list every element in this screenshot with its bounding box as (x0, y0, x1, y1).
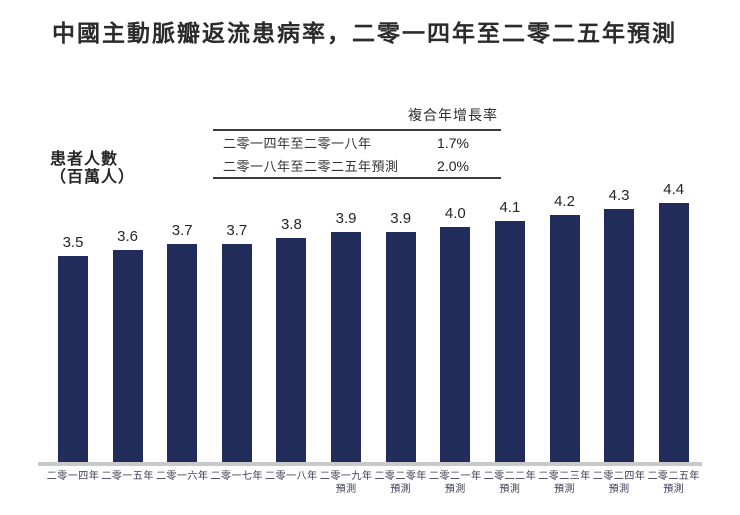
y-axis-label-line1: 患者人數 (50, 151, 119, 168)
cagr-period-label: 二零一四年至二零一八年 (223, 136, 372, 151)
cagr-period-label: 二零一八年至二零二五年預測 (223, 159, 399, 174)
x-axis-label: 二零二三年 預測 (538, 471, 591, 495)
bar (276, 238, 307, 462)
x-axis-label: 二零一四年 (46, 471, 100, 482)
bar-value-label: 4.3 (608, 187, 630, 204)
x-axis-label: 二零二零年 預測 (374, 471, 427, 495)
bar (221, 244, 252, 462)
x-axis-label: 二零一五年 (101, 471, 154, 482)
y-axis-label-line2: （百萬人） (50, 169, 136, 186)
bar-value-label: 3.9 (335, 210, 357, 227)
bar-value-label: 4.0 (444, 205, 466, 222)
x-axis-label: 二零二五年 預測 (647, 471, 700, 495)
x-axis-label: 二零一七年 (210, 471, 264, 482)
bar-value-label: 3.6 (117, 228, 139, 245)
cagr-table-body: 二零一四年至二零一八年 1.7% 二零一八年至二零二五年預測 2.0% (213, 129, 501, 179)
x-axis-label: 二零一六年 (155, 471, 209, 482)
bar (549, 215, 580, 462)
bar (494, 221, 525, 462)
cagr-row-2014-2018: 二零一四年至二零一八年 1.7% (213, 131, 501, 154)
bar-value-label: 4.1 (499, 199, 521, 216)
x-axis-line (38, 462, 702, 466)
x-axis-label: 二零二四年 預測 (592, 471, 646, 495)
bar (112, 250, 143, 462)
cagr-value: 1.7% (437, 134, 469, 151)
x-axis-label: 二零一八年 (265, 471, 318, 482)
y-axis-label: 患者人數 （百萬人） (50, 151, 135, 187)
bar-value-label: 4.2 (554, 193, 575, 210)
x-axis-label: 二零一九年 預測 (319, 471, 373, 495)
cagr-value: 2.0% (437, 157, 469, 174)
bar (440, 227, 471, 462)
bar-value-label: 3.8 (280, 216, 302, 233)
bar-value-label: 3.7 (171, 222, 193, 239)
bar-value-label: 3.7 (226, 222, 248, 239)
cagr-row-2018-2025: 二零一八年至二零二五年預測 2.0% (213, 154, 501, 177)
bar-value-label: 4.4 (663, 181, 685, 198)
x-axis-label: 二零二一年 預測 (429, 471, 482, 495)
bar (167, 244, 198, 462)
bar (58, 256, 88, 462)
x-axis-label: 二零二二年 預測 (483, 471, 537, 495)
bar-value-label: 3.9 (390, 210, 412, 227)
bar (331, 232, 362, 462)
bar (604, 209, 635, 462)
bar-value-label: 3.5 (62, 234, 84, 251)
cagr-table-header: 複合年增長率 (408, 109, 498, 124)
chart-title: 中國主動脈瓣返流患病率，二零一四年至二零二五年預測 (52, 21, 677, 46)
bar (658, 203, 689, 462)
bar (385, 232, 416, 462)
